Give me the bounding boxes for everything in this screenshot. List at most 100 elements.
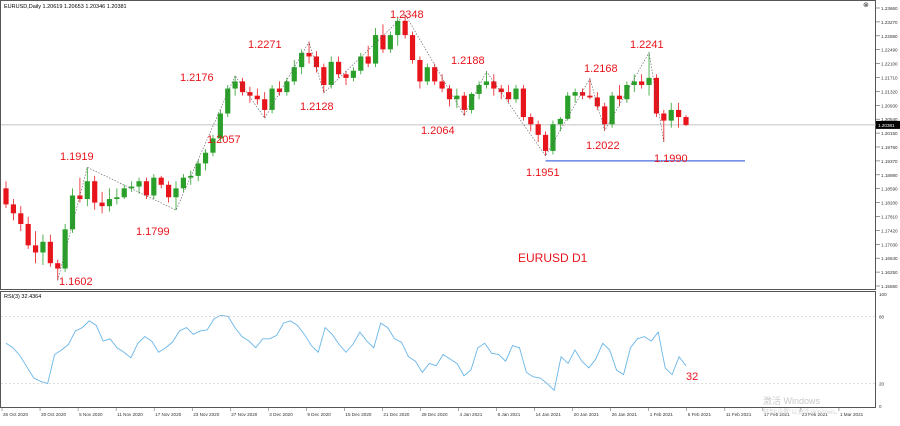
candle-body xyxy=(395,20,401,36)
rsi-tick-label: 100 xyxy=(879,292,887,297)
candle-body xyxy=(151,177,157,196)
candle-body xyxy=(365,56,371,64)
candle-body xyxy=(99,202,105,207)
price-tick-label: 1.20540 xyxy=(881,117,898,122)
swing-label: 1.1990 xyxy=(654,153,688,165)
x-tick-label: 26 Jan 2021 xyxy=(612,412,638,417)
candle-body xyxy=(476,84,482,94)
x-tick-label: 23 Feb 2021 xyxy=(802,412,828,417)
candle-body xyxy=(417,60,423,82)
candle-body xyxy=(513,88,519,100)
candle-body xyxy=(358,56,364,71)
price-tick-label: 1.16640 xyxy=(881,256,898,261)
x-tick-label: 3 Dec 2020 xyxy=(269,412,293,417)
swing-label: 1.2022 xyxy=(586,140,620,152)
candle-body xyxy=(424,67,430,82)
candle-body xyxy=(247,92,253,96)
swing-label: 1.2271 xyxy=(248,39,282,51)
candle-body xyxy=(217,113,223,139)
candle-body xyxy=(506,92,512,100)
candle-body xyxy=(661,113,667,121)
candle-body xyxy=(439,81,445,89)
candle-body xyxy=(528,117,534,125)
candle-body xyxy=(520,88,526,118)
x-tick-label: 15 Dec 2020 xyxy=(345,412,371,417)
price-panel-frame xyxy=(0,0,876,290)
candle-body xyxy=(10,204,16,214)
candle-body xyxy=(380,35,386,50)
x-tick-label: 11 Feb 2021 xyxy=(726,412,752,417)
candle-body xyxy=(210,138,216,153)
rsi-line xyxy=(5,314,687,392)
swing-label: 1.2348 xyxy=(390,9,424,21)
candle-body xyxy=(121,188,127,198)
candle-body xyxy=(262,99,268,110)
close-icon[interactable]: ⊗ xyxy=(863,2,869,9)
candle-body xyxy=(350,70,356,78)
candle-body xyxy=(631,81,637,85)
price-tick-label: 1.21320 xyxy=(881,89,898,94)
candle-body xyxy=(328,61,334,85)
candle-body xyxy=(55,263,61,269)
candle-body xyxy=(269,88,275,110)
candle-body xyxy=(653,77,660,114)
candle-body xyxy=(609,95,615,125)
candle-body xyxy=(587,95,593,98)
rsi-tick-label: 0 xyxy=(879,404,882,409)
candle-body xyxy=(542,134,549,151)
rsi-panel-frame xyxy=(0,291,876,408)
price-tick-label: 1.22880 xyxy=(881,34,898,39)
price-tick-label: 1.17810 xyxy=(881,215,898,220)
x-tick-label: 27 Nov 2020 xyxy=(231,412,257,417)
swing-label: 1.1951 xyxy=(526,167,560,179)
rsi-title: RSI(3) 32.4364 xyxy=(4,294,41,300)
candle-body xyxy=(32,245,39,253)
swing-label: 1.2057 xyxy=(207,134,241,146)
candle-body xyxy=(646,77,652,85)
candle-body xyxy=(668,109,674,121)
candle-body xyxy=(602,106,608,125)
candle-body xyxy=(535,124,541,135)
candle-body xyxy=(565,95,571,119)
candle-body xyxy=(92,181,98,203)
price-tick-label: 1.18980 xyxy=(881,173,898,178)
current-price-tag xyxy=(876,120,900,129)
swing-label: 1.2176 xyxy=(180,72,214,84)
candle-body xyxy=(40,241,46,253)
x-tick-label: 8 Jan 2021 xyxy=(498,412,521,417)
candle-body xyxy=(136,181,142,187)
windows-watermark-sub: 转到"设置"以激活 Windows。 xyxy=(763,408,841,416)
candle-body xyxy=(336,61,342,75)
candle-body xyxy=(498,88,504,93)
swing-label: 1.2241 xyxy=(630,39,664,51)
x-tick-label: 28 Dec 2020 xyxy=(421,412,447,417)
candle-body xyxy=(166,184,172,198)
candle-body xyxy=(550,124,556,151)
candle-body xyxy=(557,118,563,125)
price-tick-label: 1.17030 xyxy=(881,242,898,247)
price-tick-label: 1.19760 xyxy=(881,145,898,150)
rsi-tick-label: 20 xyxy=(879,382,885,387)
price-tick-label: 1.20150 xyxy=(881,131,898,136)
candle-body xyxy=(306,52,312,57)
symbol-info: EURUSD,Daily 1.20619 1.20653 1.20346 1.2… xyxy=(4,4,127,10)
x-tick-label: 23 Nov 2020 xyxy=(193,412,219,417)
candle-body xyxy=(3,188,9,205)
candle-body xyxy=(106,199,113,207)
candle-body xyxy=(180,177,186,189)
x-tick-label: 21 Dec 2020 xyxy=(383,412,409,417)
swing-label: 1.2064 xyxy=(421,125,455,137)
candle-body xyxy=(143,181,150,196)
candle-body xyxy=(299,52,305,68)
chart-title: EURUSD D1 xyxy=(518,251,588,265)
candle-body xyxy=(291,67,297,82)
price-tick-label: 1.23660 xyxy=(881,6,898,11)
candle-body xyxy=(461,95,467,110)
x-tick-label: 11 Nov 2020 xyxy=(117,412,143,417)
candle-body xyxy=(594,97,600,107)
candle-body xyxy=(62,229,68,269)
candle-body xyxy=(129,186,135,189)
